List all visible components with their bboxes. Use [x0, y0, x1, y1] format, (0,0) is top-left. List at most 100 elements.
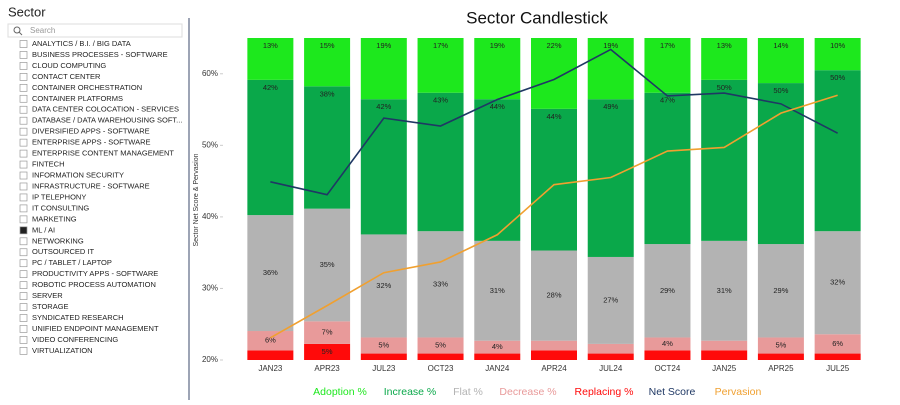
checkbox[interactable]: [19, 215, 28, 224]
bar-segment: [474, 353, 521, 360]
sector-item[interactable]: STORAGE: [32, 302, 69, 311]
sector-item[interactable]: IP TELEPHONY: [32, 192, 86, 201]
sector-item[interactable]: ML / AI: [32, 225, 55, 234]
bar-segment: [304, 208, 351, 322]
sector-item[interactable]: SERVER: [32, 291, 63, 300]
sector-item[interactable]: DATA CENTER COLOCATION - SERVICES: [32, 105, 179, 114]
checkbox[interactable]: [19, 116, 28, 125]
checkbox[interactable]: [19, 325, 28, 333]
checkbox[interactable]: [19, 94, 28, 103]
bar-segment: [247, 38, 294, 80]
data-label: 13%: [263, 41, 278, 50]
data-label: 42%: [263, 83, 278, 92]
sector-item[interactable]: DATABASE / DATA WAREHOUSING SOFT...: [32, 116, 182, 125]
sector-item[interactable]: ROBOTIC PROCESS AUTOMATION: [32, 280, 156, 289]
checkbox[interactable]: [19, 237, 28, 246]
sector-item[interactable]: OUTSOURCED IT: [32, 247, 95, 256]
sector-item[interactable]: CONTAINER ORCHESTRATION: [32, 83, 142, 92]
bar-segment: [360, 99, 407, 235]
sector-item[interactable]: BUSINESS PROCESSES - SOFTWARE: [32, 50, 168, 59]
x-tick-label: APR23: [314, 364, 340, 373]
bar-segment: [474, 99, 521, 241]
sector-item[interactable]: ENTERPRISE CONTENT MANAGEMENT: [32, 149, 174, 158]
sector-item[interactable]: MARKETING: [32, 214, 77, 223]
checkbox[interactable]: [19, 347, 28, 355]
sector-item[interactable]: PRODUCTIVITY APPS - SOFTWARE: [32, 269, 158, 278]
bar-segment: [417, 38, 464, 93]
sector-item[interactable]: UNIFIED ENDPOINT MANAGEMENT: [32, 324, 159, 333]
data-label: 31%: [490, 286, 505, 295]
x-tick-label: OCT24: [655, 364, 681, 373]
sector-item[interactable]: CLOUD COMPUTING: [32, 61, 106, 70]
sector-item[interactable]: DIVERSIFIED APPS - SOFTWARE: [32, 127, 150, 136]
checkbox[interactable]: [19, 270, 28, 279]
checkbox[interactable]: [19, 51, 28, 59]
bar-segment: [417, 353, 464, 360]
bar-segment: [304, 38, 351, 87]
bar-segment: [474, 240, 521, 341]
sector-item[interactable]: VIRTUALIZATION: [32, 346, 93, 355]
sector-item[interactable]: ANALYTICS / B.I. / BIG DATA: [32, 39, 131, 48]
x-tick-label: APR25: [768, 364, 794, 373]
bar-segment: [644, 92, 691, 245]
bar-segment: [644, 244, 691, 338]
data-label: 13%: [717, 41, 732, 50]
legend-entry: Decrease %: [499, 386, 556, 398]
checkbox[interactable]: [19, 171, 28, 180]
checkbox[interactable]: [19, 204, 28, 213]
checkbox[interactable]: [19, 281, 28, 289]
checkbox[interactable]: [19, 303, 28, 311]
legend-entry: Replacing %: [575, 386, 634, 398]
sector-item[interactable]: ENTERPRISE APPS - SOFTWARE: [32, 138, 151, 147]
sector-item[interactable]: PC / TABLET / LAPTOP: [32, 258, 112, 267]
bar-segment: [247, 331, 294, 351]
bar-segment: [701, 340, 748, 351]
sector-item[interactable]: CONTAINER PLATFORMS: [32, 94, 123, 103]
checkbox[interactable]: [19, 160, 28, 169]
y-tick-label: 60%: [202, 69, 218, 78]
bar-segment: [360, 234, 407, 338]
data-label: 49%: [603, 102, 618, 111]
checkbox[interactable]: [19, 105, 28, 114]
legend-entry: Net Score: [649, 386, 696, 398]
sector-item[interactable]: FINTECH: [32, 160, 65, 169]
data-label: 27%: [603, 295, 618, 304]
chart-title: Sector Candlestick: [466, 8, 608, 27]
checkbox[interactable]: [19, 83, 28, 92]
legend-entry: Increase %: [384, 386, 437, 398]
checkbox[interactable]: [19, 259, 28, 268]
sector-item[interactable]: NETWORKING: [32, 236, 84, 245]
bar-segment: [701, 38, 748, 80]
sector-item[interactable]: IT CONSULTING: [32, 203, 89, 212]
checkbox[interactable]: [19, 62, 28, 70]
bar-segment: [360, 337, 407, 354]
checkbox[interactable]: [19, 182, 28, 191]
data-label: 14%: [773, 41, 788, 50]
bar-segment: [814, 334, 861, 354]
legend-entry: Pervasion: [715, 386, 762, 398]
search-icon-handle: [18, 31, 23, 36]
sector-item[interactable]: INFRASTRUCTURE - SOFTWARE: [32, 181, 150, 190]
y-axis-title: Sector Net Score & Pervasion: [193, 153, 200, 246]
checkbox[interactable]: [19, 314, 28, 322]
data-label: 5%: [775, 340, 786, 349]
sector-item[interactable]: VIDEO CONFERENCING: [32, 335, 118, 344]
checkbox[interactable]: [19, 226, 28, 235]
checkbox[interactable]: [19, 193, 28, 202]
x-tick-label: JUL24: [599, 364, 623, 373]
sector-item[interactable]: SYNDICATED RESEARCH: [32, 313, 124, 322]
sector-item[interactable]: INFORMATION SECURITY: [32, 171, 124, 180]
checkbox[interactable]: [19, 336, 28, 344]
checkbox[interactable]: [19, 40, 28, 48]
checkbox[interactable]: [19, 248, 28, 257]
data-label: 50%: [717, 83, 732, 92]
bar-segment: [531, 350, 577, 360]
data-label: 19%: [603, 41, 618, 50]
checkbox[interactable]: [19, 138, 28, 147]
checkbox[interactable]: [19, 292, 28, 300]
checkbox[interactable]: [19, 73, 28, 81]
checkbox[interactable]: [19, 127, 28, 136]
sector-item[interactable]: CONTACT CENTER: [32, 72, 101, 81]
checkbox[interactable]: [19, 149, 28, 158]
search-box[interactable]: [7, 23, 183, 38]
